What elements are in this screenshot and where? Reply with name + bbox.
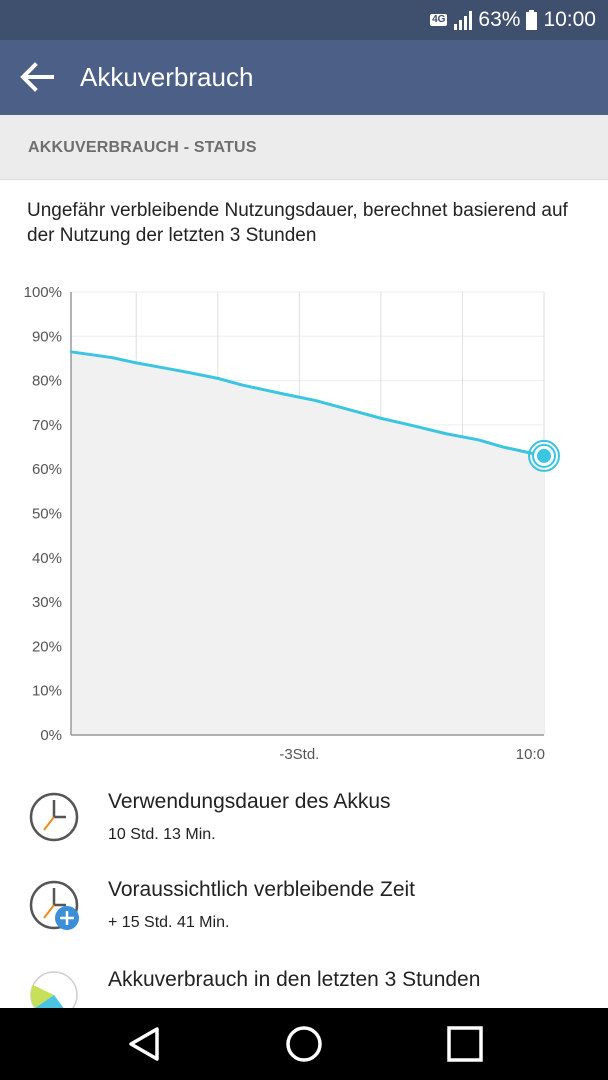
x-tick-label: 10:0 — [516, 746, 545, 763]
battery-chart: 100% 90% 80% 70% 60% 50% 40% 30% 20% 10% 0% -3Std. 1… — [0, 280, 608, 770]
data-point — [477, 438, 480, 442]
data-point — [159, 366, 162, 369]
clock-time: 10:00 — [543, 8, 596, 31]
y-tick-label: 0% — [40, 727, 62, 744]
current-marker — [537, 448, 551, 463]
battery-percent: 63% — [478, 8, 521, 31]
item-title: Akkuverbrauch in den letzten 3 Stunden — [108, 968, 481, 991]
section-header-label: AKKUVERBRAUCH - STATUS — [28, 139, 257, 156]
y-tick-label: 60% — [32, 461, 62, 478]
status-bar: 4G 63% 10:00 — [0, 0, 608, 40]
y-tick-label: 90% — [32, 328, 62, 345]
item-title: Voraussichtlich verbleibende Zeit — [108, 878, 416, 901]
current-marker-ring-outer — [528, 439, 560, 472]
data-point — [522, 450, 525, 453]
data-point — [412, 424, 415, 427]
y-tick-label: 100% — [24, 284, 62, 301]
y-tick-label: 80% — [32, 373, 62, 390]
data-point — [347, 408, 350, 411]
battery-icon — [526, 10, 538, 30]
item-title: Verwendungsdauer des Akkus — [108, 790, 391, 813]
section-header: AKKUVERBRAUCH - STATUS — [0, 115, 608, 180]
data-point — [241, 383, 244, 387]
y-tick-label: 70% — [32, 417, 62, 434]
y-tick-label: 30% — [32, 594, 62, 611]
network-type-badge: 4G — [430, 14, 448, 26]
signal-icon — [454, 10, 473, 30]
status-icons: 4G 63% 10:00 — [430, 0, 596, 40]
data-point — [444, 432, 448, 435]
data-point — [216, 377, 219, 380]
home-circle-icon[interactable] — [284, 1024, 324, 1064]
data-point — [502, 445, 505, 449]
usage-description: Ungefähr verbleibende Nutzungsdauer, ber… — [27, 200, 568, 246]
list-item-usage-last-3h[interactable]: Akkuverbrauch in den letzten 3 Stunden — [0, 968, 608, 1056]
battery-chart-svg: 100% 90% 80% 70% 60% 50% 40% 30% 20% 10% 0% -3Std. 1… — [24, 284, 560, 763]
recents-square-icon[interactable] — [445, 1024, 485, 1064]
x-tick-label: -3Std. — [279, 746, 319, 763]
item-value: 10 Std. 13 Min. — [108, 826, 216, 843]
data-point — [69, 350, 73, 354]
y-tick-label: 40% — [32, 550, 62, 567]
list-item-usage-time[interactable]: Verwendungsdauer des Akkus 10 Std. 13 Mi… — [0, 790, 608, 878]
back-triangle-icon[interactable] — [124, 1024, 164, 1064]
item-value: + 15 Std. 41 Min. — [108, 914, 230, 931]
data-point — [379, 417, 383, 420]
list-item-remaining-time[interactable]: Voraussichtlich verbleibende Zeit + 15 S… — [0, 878, 608, 966]
data-point — [135, 361, 138, 365]
clock-icon — [29, 792, 79, 842]
series-line — [70, 350, 545, 458]
data-point — [314, 399, 317, 402]
app-bar: Akkuverbrauch — [0, 40, 608, 115]
page-title: Akkuverbrauch — [80, 62, 254, 92]
clock-plus-icon — [29, 880, 79, 930]
y-tick-label: 20% — [32, 638, 62, 655]
arrow-back-icon[interactable] — [18, 61, 54, 93]
chart-area-fill — [71, 351, 544, 735]
data-point — [257, 387, 260, 390]
y-tick-label: 50% — [32, 506, 62, 523]
y-tick-label: 10% — [32, 683, 62, 700]
navigation-bar — [0, 1008, 608, 1080]
data-point — [281, 392, 285, 396]
data-point — [110, 356, 113, 359]
data-point — [188, 371, 191, 374]
